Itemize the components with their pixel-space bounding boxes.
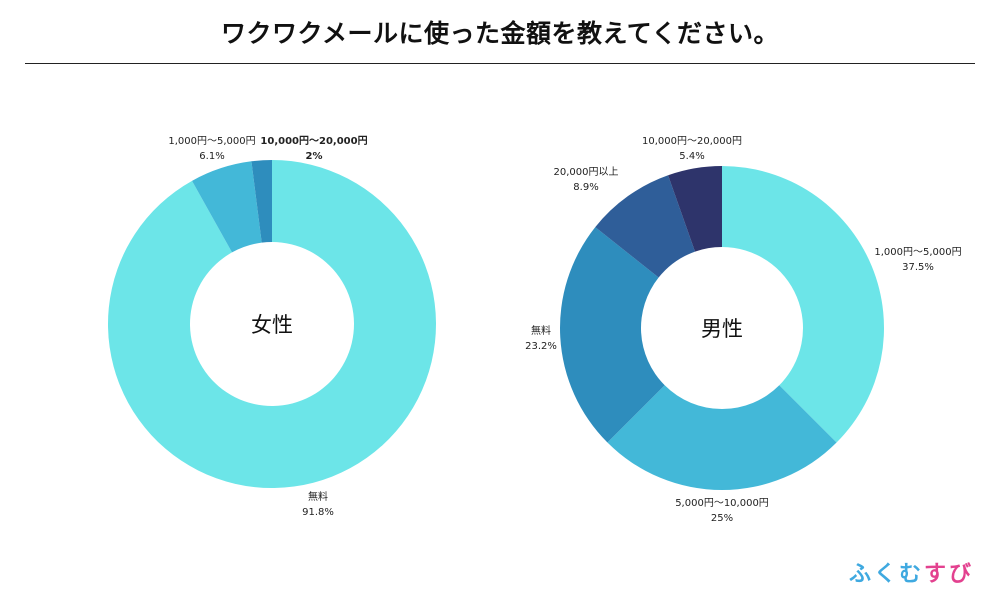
chart2-slice-5 [668,166,722,252]
chart1-slice-2-value: 6.1% [199,151,224,162]
chart1-slice-1-label: 無料 [308,490,328,503]
chart2-slice-2 [607,385,837,490]
chart1-slice-2 [192,161,262,253]
chart1-slice-3-value: 2% [306,151,323,162]
chart2-slice-5-label: 10,000円〜20,000円 [642,136,742,147]
chart2-center-label: 男性 [701,317,743,341]
chart2-slice-3-label: 無料 [531,324,551,337]
chart1-slice-3-label: 10,000円〜20,000円 [260,135,367,147]
chart1-center-label: 女性 [251,313,293,337]
chart2-slice-2-value: 25% [711,513,733,524]
chart1-slice-3 [251,160,272,243]
chart2-slice-1-label: 1,000円〜5,000円 [874,247,961,258]
chart1-slice-1-value: 91.8% [302,507,334,518]
logo-text-part1: ふくむ [848,562,924,587]
chart1-slice-2-label: 1,000円〜5,000円 [168,136,255,147]
chart2-slice-4-value: 8.9% [573,182,598,193]
chart2-slice-1-value: 37.5% [902,262,934,273]
chart2-slice-4 [595,175,696,278]
chart2-slice-5-value: 5.4% [679,151,704,162]
chart2-slice-4-label: 20,000円以上 [554,166,619,178]
chart2-slice-3-value: 23.2% [525,341,557,352]
logo-text-part2: すび [923,562,974,587]
title-divider [25,63,975,64]
brand-logo: ふくむすび [849,556,974,588]
chart-title: ワクワクメールに使った金額を教えてください。 [220,19,779,48]
chart2-slice-1 [722,166,884,443]
chart2-slice-2-label: 5,000円〜10,000円 [675,498,769,509]
chart1-slice-1 [107,160,437,488]
chart2-slice-3 [560,227,665,443]
